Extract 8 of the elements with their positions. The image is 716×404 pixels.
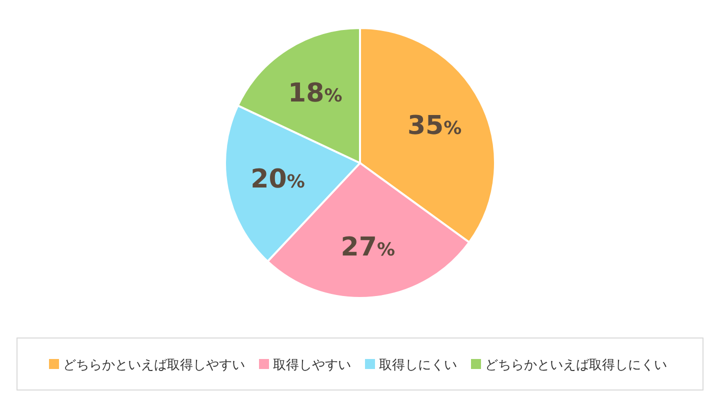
data-label: 20% bbox=[250, 164, 305, 195]
legend-label: どちらかといえば取得しやすい bbox=[63, 358, 245, 373]
legend-label: 取得しやすい bbox=[273, 358, 351, 373]
legend-label: どちらかといえば取得しにくい bbox=[485, 358, 667, 373]
data-label: 27% bbox=[340, 232, 395, 262]
legend-label: 取得しにくい bbox=[379, 358, 457, 373]
data-label: 35% bbox=[407, 111, 462, 141]
data-label: 18% bbox=[288, 78, 342, 108]
